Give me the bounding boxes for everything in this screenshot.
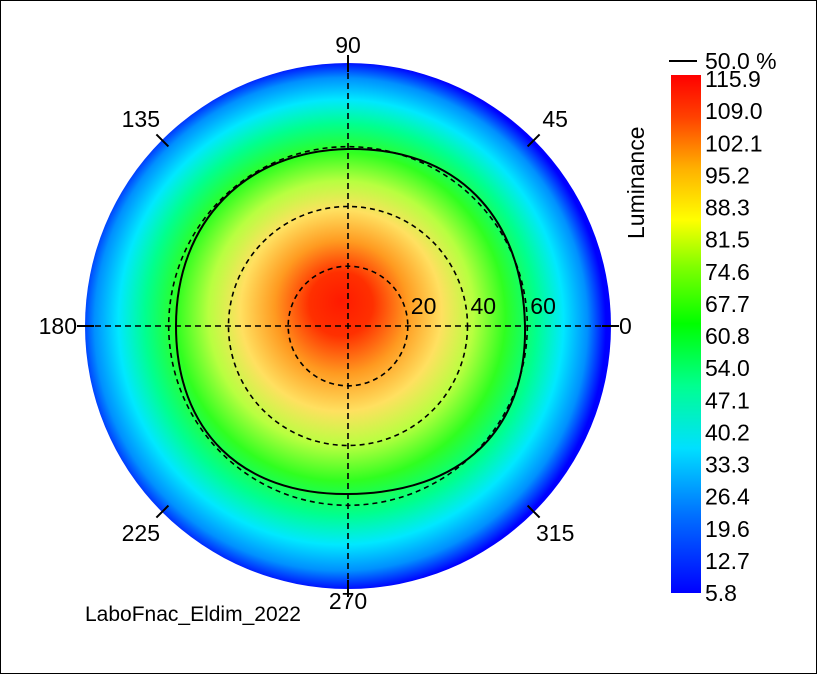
- colorbar-tick-8: 60.8: [705, 323, 750, 349]
- colorbar-tick-9: 54.0: [705, 355, 750, 381]
- angle-label-45: 45: [542, 106, 568, 132]
- colorbar-tick-11: 40.2: [705, 419, 750, 445]
- colorbar-tick-14: 19.6: [705, 516, 750, 542]
- radial-labels: 20 40 60: [411, 293, 556, 319]
- angle-tick-225: [155, 504, 170, 519]
- angle-tick-45: [526, 133, 541, 148]
- colorbar-tick-6: 74.6: [705, 259, 750, 285]
- colorbar-tick-7: 67.7: [705, 291, 750, 317]
- colorbar: 50.0 % 115.9 109.0 102.1 95.2 88.3 81.5 74.6 67…: [623, 48, 777, 606]
- colorbar-tick-2: 102.1: [705, 130, 763, 156]
- angle-label-135: 135: [122, 106, 160, 132]
- colorbar-label: Luminance: [623, 126, 649, 239]
- radial-label-40: 40: [471, 293, 497, 319]
- angular-gridlines: [85, 63, 611, 589]
- colorbar-tick-0: 115.9: [705, 66, 761, 92]
- angle-label-180: 180: [39, 313, 77, 339]
- chart-title: LaboFnac_Eldim_2022: [85, 603, 301, 626]
- angle-tick-marks: [77, 55, 619, 597]
- angle-tick-315: [526, 504, 541, 519]
- angle-label-270: 270: [329, 588, 367, 614]
- contour-legend-label: 50.0 %: [705, 48, 777, 74]
- colorbar-tick-13: 26.4: [705, 484, 750, 510]
- colorbar-tick-10: 47.1: [705, 387, 750, 413]
- radial-label-20: 20: [411, 293, 437, 319]
- radial-label-60: 60: [530, 293, 556, 319]
- angle-labels: 0 45 90 135 180 225 270 315: [39, 32, 632, 614]
- colorbar-tick-labels: 115.9 109.0 102.1 95.2 88.3 81.5 74.6 67.7 60.8 5…: [705, 66, 763, 606]
- angle-tick-135: [155, 133, 170, 148]
- angle-label-0: 0: [619, 313, 632, 339]
- colorbar-tick-16: 5.8: [705, 580, 737, 606]
- contour-50-percent: [174, 147, 527, 496]
- colorbar-tick-1: 109.0: [705, 98, 763, 124]
- colorbar-tick-5: 81.5: [705, 227, 750, 253]
- colorbar-tick-12: 33.3: [705, 452, 750, 478]
- angle-label-225: 225: [122, 520, 160, 546]
- angle-label-315: 315: [536, 520, 574, 546]
- colorbar-tick-3: 95.2: [705, 162, 750, 188]
- colorbar-ramp: [671, 75, 701, 593]
- colorbar-tick-4: 88.3: [705, 195, 750, 221]
- colorbar-tick-15: 12.7: [705, 548, 750, 574]
- angle-label-90: 90: [335, 32, 361, 58]
